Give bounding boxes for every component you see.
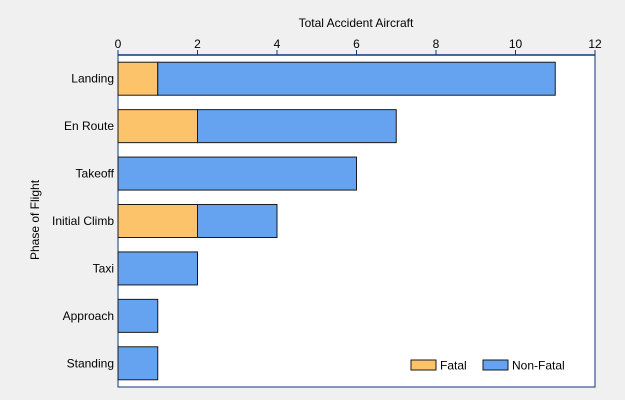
legend-label: Fatal (440, 359, 467, 373)
x-tick-label: 2 (194, 37, 201, 51)
x-tick-label: 4 (274, 37, 281, 51)
bar-non-fatal-landing (157, 61, 556, 96)
bar-non-fatal-standing (117, 346, 159, 381)
bar-non-fatal-initial-climb (197, 204, 278, 238)
x-axis-title: Total Accident Aircraft (299, 16, 414, 30)
bar-non-fatal-en-route (197, 109, 397, 144)
bar-non-fatal-takeoff (117, 156, 357, 191)
bar-non-fatal-taxi (117, 251, 198, 286)
category-labels: Landing En Route Takeoff Initial Climb Taxi A… (52, 72, 115, 371)
category-label: Taxi (93, 261, 114, 275)
category-label: Standing (67, 356, 114, 370)
category-label: En Route (64, 119, 114, 133)
x-tick-label: 12 (588, 37, 602, 51)
bar-fatal-en-route (117, 109, 198, 144)
category-label: Initial Climb (52, 214, 114, 228)
x-tick-label: 6 (353, 37, 360, 51)
bar-non-fatal-approach (117, 298, 159, 333)
x-tick-label: 0 (115, 37, 122, 51)
x-axis: 0 2 4 6 8 10 12 (115, 37, 602, 56)
category-label: Landing (71, 72, 114, 86)
bar-fatal-initial-climb (117, 204, 198, 238)
category-label: Takeoff (76, 167, 115, 181)
legend: Fatal Non-Fatal (410, 359, 565, 373)
x-tick-label: 8 (433, 37, 440, 51)
legend-label: Non-Fatal (512, 359, 565, 373)
category-label: Approach (63, 309, 114, 323)
y-axis-title: Phase of Flight (28, 179, 42, 260)
legend-swatch (410, 359, 437, 371)
x-tick-label: 10 (509, 37, 523, 51)
bar-fatal-landing (117, 61, 159, 96)
bars (117, 61, 556, 381)
legend-swatch (482, 359, 509, 371)
